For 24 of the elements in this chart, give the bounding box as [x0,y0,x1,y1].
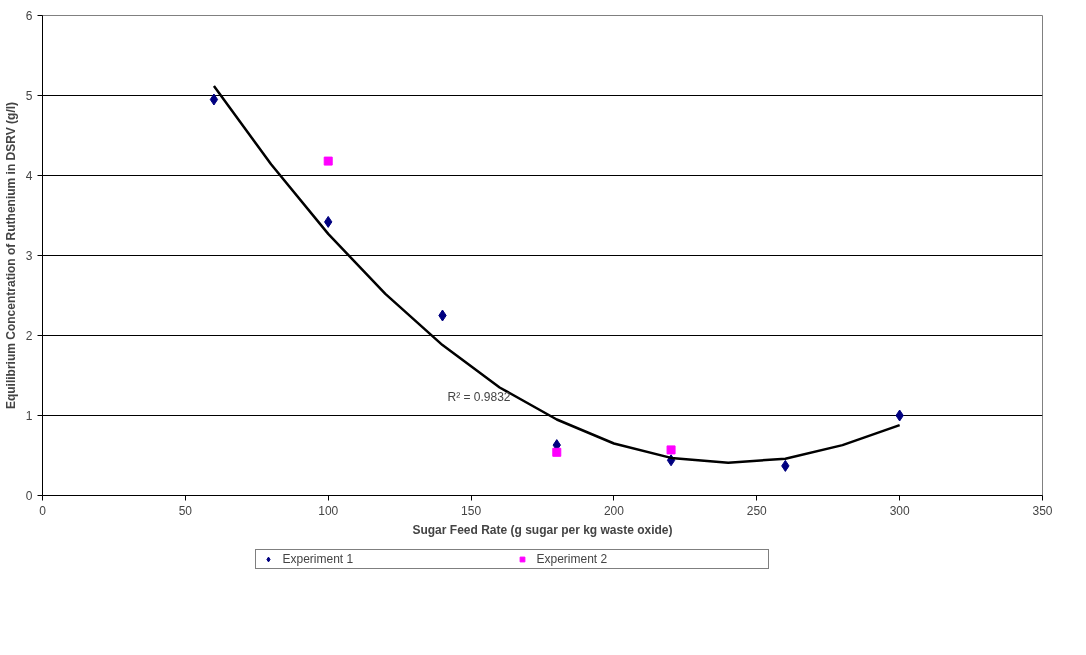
point [552,447,562,457]
x-tick-label: 350 [1032,503,1053,518]
x-tick-label: 250 [746,503,768,518]
x-tick-label: 50 [178,503,193,518]
y-tick-label: 1 [25,409,33,423]
x-tick-label: 200 [603,503,625,518]
y-tick-label: 3 [25,249,33,263]
annotation: R² = 0.9832 [447,390,511,405]
y-tick-label: 4 [25,169,33,183]
point [209,93,219,106]
point [666,445,676,455]
y-tick-label: 6 [25,9,33,23]
x-tick-label: 150 [461,503,482,518]
x-tick-label: 100 [318,503,339,518]
y-tick-label: 0 [25,489,33,503]
legend-label: Experiment 2 [536,552,609,566]
point [323,156,333,166]
x-tick-label: 0 [39,503,47,518]
legend-label: Experiment 1 [282,552,355,566]
x-tick-label: 300 [889,503,910,518]
y-axis-title: Equilibrium Concentration of Ruthenium in DSRV (g/l) [3,101,18,410]
x-axis-title: Sugar Feed Rate (g sugar per kg waste oxide) [412,522,673,537]
y-tick-label: 5 [25,89,33,103]
y-tick-label: 2 [25,329,33,343]
